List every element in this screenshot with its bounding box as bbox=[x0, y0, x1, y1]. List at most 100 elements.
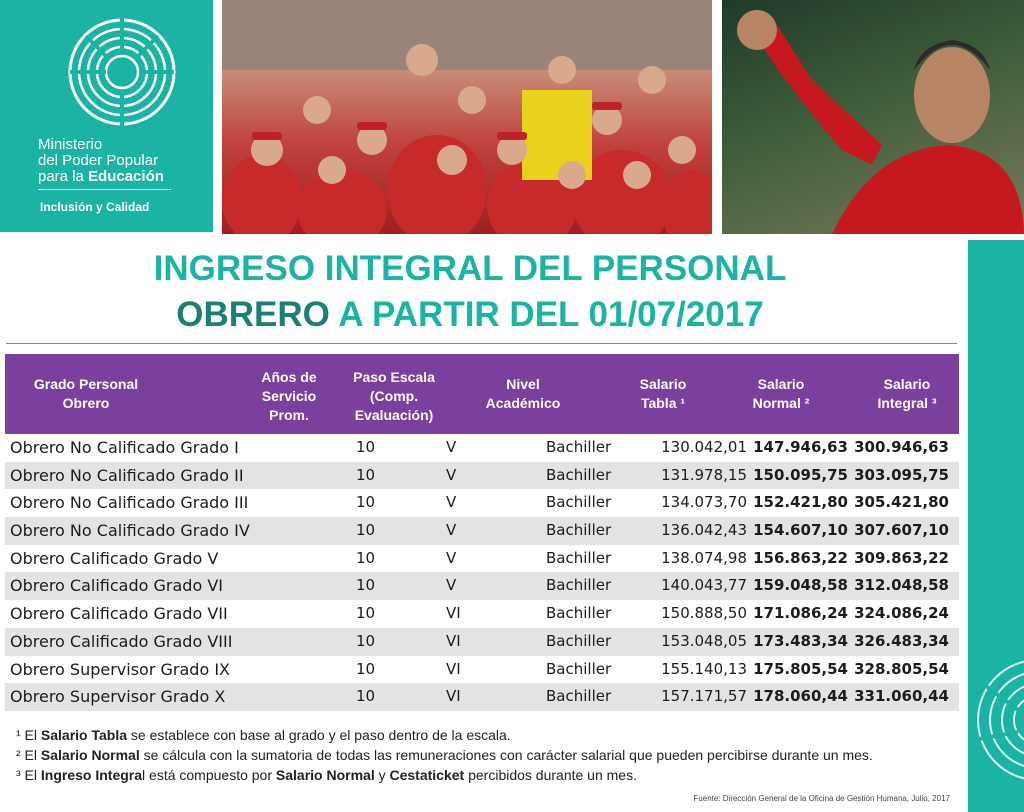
cell-paso: VI bbox=[446, 687, 461, 706]
cell-salario-normal: 147.946,63 bbox=[753, 438, 848, 456]
footnote-3-mark: ³ El bbox=[16, 767, 41, 783]
footnote-3-term-3: Cestaticket bbox=[389, 767, 465, 783]
footnote-1-mark: ¹ El bbox=[16, 727, 41, 743]
table-row: Obrero No Calificado Grado II 10 V Bachille… bbox=[5, 461, 959, 490]
cell-salario-tabla: 134.073,70 bbox=[661, 493, 747, 512]
source-credit: Fuente: Dirección General de la Oficina … bbox=[693, 794, 950, 803]
cell-anos: 10 bbox=[356, 548, 376, 567]
footnote-3-text-b: y bbox=[374, 767, 390, 783]
cell-paso: V bbox=[446, 548, 457, 567]
title-divider bbox=[6, 343, 957, 344]
cell-salario-normal: 154.607,10 bbox=[753, 521, 848, 540]
cell-grado: Obrero No Calificado Grado III bbox=[10, 493, 249, 513]
cell-anos: 10 bbox=[356, 687, 376, 706]
cell-nivel: Bachiller bbox=[546, 438, 612, 456]
concentric-circle-emblem-icon bbox=[68, 16, 176, 128]
table-row: Obrero No Calificado Grado IV 10 V Bachille… bbox=[5, 517, 959, 545]
table-row: Obrero Calificado Grado VII 10 VI Bachiller… bbox=[5, 600, 959, 628]
cell-anos: 10 bbox=[356, 465, 376, 484]
header-salario-normal: Salario Normal ² bbox=[752, 376, 810, 411]
cell-salario-tabla: 131.978,15 bbox=[661, 465, 747, 484]
cell-salario-normal: 159.048,58 bbox=[753, 576, 848, 595]
salary-table-header: Grado Personal Obrero Años de Servicio P… bbox=[5, 354, 959, 434]
cell-grado: Obrero No Calificado Grado I bbox=[10, 438, 239, 457]
cell-paso: V bbox=[446, 438, 457, 456]
cell-grado: Obrero Supervisor Grado IX bbox=[10, 659, 230, 679]
cell-anos: 10 bbox=[356, 604, 376, 623]
page-title-line1: INGRESO INTEGRAL DEL PERSONAL bbox=[153, 249, 787, 288]
table-row: Obrero Supervisor Grado X 10 VI Bachiller 15… bbox=[5, 683, 959, 711]
logo-line3-bold: Educación bbox=[88, 168, 164, 185]
concentric-circle-decoration-icon bbox=[972, 660, 1024, 780]
footnote-2-mark: ² El bbox=[16, 747, 41, 763]
cell-grado: Obrero No Calificado Grado II bbox=[10, 465, 244, 485]
logo-divider bbox=[38, 189, 171, 190]
cell-salario-integral: 303.095,75 bbox=[854, 465, 949, 484]
cell-salario-normal: 178.060,44 bbox=[753, 687, 848, 706]
cell-salario-tabla: 153.048,05 bbox=[661, 631, 747, 650]
cell-paso: V bbox=[446, 521, 457, 540]
logo-line-poder-popular: del Poder Popular bbox=[38, 152, 159, 169]
cell-anos: 10 bbox=[356, 493, 376, 512]
cell-salario-tabla: 130.042,01 bbox=[661, 438, 747, 456]
cell-anos: 10 bbox=[356, 438, 376, 456]
table-row: Obrero Calificado Grado V 10 V Bachiller 138… bbox=[5, 545, 959, 573]
cell-salario-tabla: 150.888,50 bbox=[661, 604, 747, 623]
cell-salario-integral: 328.805,54 bbox=[854, 659, 949, 678]
cell-nivel: Bachiller bbox=[546, 604, 612, 623]
page-title-line2: OBRERO A PARTIR DEL 01/07/2017 bbox=[0, 296, 940, 334]
header-salario-tabla: Salario Tabla ¹ bbox=[639, 376, 687, 411]
ministry-logo-panel: Ministerio del Poder Popular para la Edu… bbox=[0, 0, 213, 232]
cell-nivel: Bachiller bbox=[546, 576, 612, 595]
cell-grado: Obrero Calificado Grado VI bbox=[10, 576, 223, 596]
cell-salario-integral: 309.863,22 bbox=[854, 548, 949, 567]
cell-salario-integral: 326.483,34 bbox=[854, 631, 949, 650]
cell-paso: V bbox=[446, 576, 457, 595]
cell-salario-integral: 307.607,10 bbox=[854, 521, 949, 540]
footnote-1: ¹ El Salario Tabla se establece con base… bbox=[16, 727, 511, 744]
cell-paso: VI bbox=[446, 631, 461, 650]
cell-nivel: Bachiller bbox=[546, 465, 612, 484]
footnote-3-term-2: Salario Normal bbox=[275, 767, 375, 783]
logo-line3-prefix: para la bbox=[38, 168, 89, 185]
footnote-1-term: Salario Tabla bbox=[40, 727, 127, 743]
footnote-3: ³ El Ingreso Integral está compuesto por… bbox=[16, 767, 637, 784]
header-anos: Años de Servicio Prom. bbox=[261, 369, 317, 423]
table-row: Obrero Calificado Grado VIII 10 VI Bachille… bbox=[5, 627, 959, 656]
leader-photo bbox=[722, 0, 1024, 234]
footnote-1-text: se establece con base al grado y el paso… bbox=[127, 727, 511, 743]
cell-salario-normal: 150.095,75 bbox=[753, 465, 848, 484]
cell-salario-integral: 300.946,63 bbox=[854, 438, 949, 456]
cell-salario-tabla: 136.042,43 bbox=[661, 521, 747, 540]
header-nivel: Nivel Académico bbox=[485, 376, 561, 411]
cell-nivel: Bachiller bbox=[546, 521, 612, 540]
footnote-2-term: Salario Normal bbox=[40, 747, 140, 763]
table-row: Obrero No Calificado Grado I 10 V Bachiller… bbox=[5, 434, 959, 462]
cell-salario-integral: 331.060,44 bbox=[854, 687, 949, 706]
cell-salario-normal: 152.421,80 bbox=[753, 493, 848, 512]
cell-nivel: Bachiller bbox=[546, 548, 612, 567]
cell-anos: 10 bbox=[356, 631, 376, 650]
cell-paso: V bbox=[446, 465, 457, 484]
title-highlight-obrero: OBRERO bbox=[176, 295, 330, 334]
footnote-3-text-c: percibidos durante un mes. bbox=[464, 767, 637, 783]
cell-anos: 10 bbox=[356, 521, 376, 540]
cell-grado: Obrero Calificado Grado VII bbox=[10, 604, 228, 624]
cell-salario-integral: 324.086,24 bbox=[854, 604, 949, 623]
logo-line-educacion: para la Educación bbox=[38, 169, 164, 185]
cell-grado: Obrero Calificado Grado VIII bbox=[10, 631, 233, 651]
crowd-photo-illustration bbox=[222, 0, 712, 234]
cell-nivel: Bachiller bbox=[546, 659, 612, 678]
table-row: Obrero Supervisor Grado IX 10 VI Bachiller 1… bbox=[5, 656, 959, 684]
logo-line-ministerio: Ministerio bbox=[38, 136, 103, 153]
header-salario-integral: Salario Integral ³ bbox=[877, 376, 937, 411]
cell-grado: Obrero Calificado Grado V bbox=[10, 548, 219, 568]
cell-salario-normal: 156.863,22 bbox=[753, 548, 848, 567]
cell-paso: V bbox=[446, 493, 457, 512]
crowd-photo bbox=[222, 0, 712, 234]
cell-salario-tabla: 157.171,57 bbox=[661, 687, 747, 706]
cell-salario-integral: 305.421,80 bbox=[854, 493, 949, 512]
table-row: Obrero No Calificado Grado III 10 V Bachill… bbox=[5, 489, 959, 517]
leader-photo-illustration bbox=[737, 10, 1024, 234]
salary-table-body: Obrero No Calificado Grado I 10 V Bachiller… bbox=[5, 434, 959, 711]
